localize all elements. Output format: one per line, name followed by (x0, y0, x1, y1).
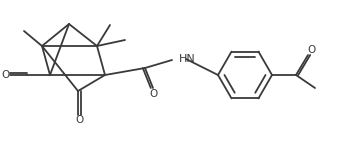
Text: O: O (150, 89, 158, 99)
Text: O: O (1, 70, 9, 80)
Text: O: O (76, 115, 84, 125)
Text: HN: HN (179, 54, 196, 64)
Text: O: O (307, 45, 315, 55)
